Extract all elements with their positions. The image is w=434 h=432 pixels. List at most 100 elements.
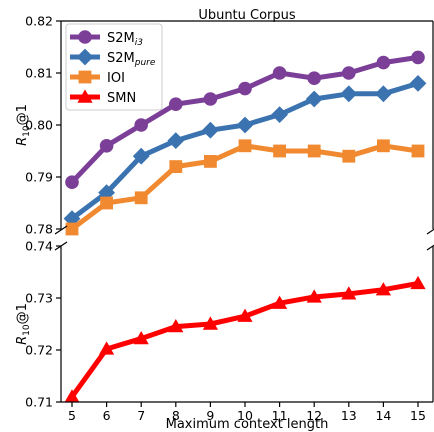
- x-tick-label: 6: [103, 408, 111, 423]
- data-point-smn: [202, 316, 218, 330]
- legend-box: [65, 23, 163, 111]
- data-point-s2m-i3: [65, 175, 79, 189]
- data-point-s2m-i3: [272, 66, 287, 80]
- top-panel-y-axis-title: R10@1: [15, 104, 32, 146]
- data-point-ioi: [342, 149, 356, 163]
- bottom-panel-y-ticks: 0.71 0.72 0.73 0.74: [25, 239, 61, 410]
- bottom-panel: 0.710.720.730.74 5 6 7 8 9 10 11 12 13 14 15 R10@1…: [15, 239, 434, 432]
- x-tick-label: 13: [341, 408, 357, 423]
- data-point-s2m-i3: [99, 139, 114, 153]
- data-point-s2m-pure: [236, 116, 254, 134]
- data-point-s2m-i3: [376, 55, 391, 70]
- data-point-smn: [99, 341, 115, 355]
- data-point-ioi: [100, 196, 113, 210]
- data-point-smn: [64, 389, 80, 403]
- top-y-tick-label: 0.80: [25, 118, 53, 133]
- data-point-ioi: [238, 139, 252, 153]
- x-tick-label: 7: [137, 408, 145, 423]
- data-point-s2m-pure: [98, 184, 115, 201]
- data-point-ioi: [169, 160, 183, 173]
- x-tick-label: 12: [306, 408, 322, 423]
- top-y-axis-title-main: R: [15, 137, 30, 146]
- legend-swatch-marker-s2m-i3: [78, 30, 92, 44]
- data-point-s2m-i3: [238, 81, 252, 96]
- data-point-smn: [341, 286, 357, 300]
- data-point-smn: [168, 319, 184, 333]
- data-point-s2m-pure: [409, 75, 427, 92]
- axis-break-mark: [54, 225, 68, 235]
- series-line-ioi: [70, 143, 419, 231]
- axis-break-mark: [426, 228, 434, 235]
- data-point-s2m-i3: [203, 92, 218, 106]
- x-tick-label: 8: [172, 408, 180, 423]
- data-point-s2m-pure: [271, 106, 288, 123]
- x-tick-label: 10: [237, 408, 253, 423]
- data-point-smn: [272, 295, 288, 309]
- data-point-s2m-i3: [134, 118, 148, 132]
- data-point-ioi: [377, 139, 390, 153]
- data-point-s2m-i3: [411, 50, 425, 65]
- x-axis-title: Maximum context length: [166, 417, 329, 432]
- x-tick-label: 15: [410, 408, 426, 423]
- bottom-panel-series: [64, 275, 426, 403]
- svg-text:R10@1: R10@1: [15, 303, 32, 345]
- data-point-ioi: [134, 191, 148, 205]
- data-point-smn: [237, 308, 253, 322]
- x-axis-ticks: 5 6 7 8 9 10 11 12 13 14 15: [68, 402, 426, 423]
- x-tick-label: 9: [206, 408, 214, 423]
- top-panel: 0.78 0.79 0.80 0.81 0.82 R10@1: [15, 14, 434, 237]
- data-point-smn: [133, 330, 149, 345]
- data-point-s2m-pure: [132, 147, 150, 165]
- data-point-s2m-pure: [305, 90, 323, 108]
- chart-title: Ubuntu Corpus: [198, 8, 296, 23]
- top-y-tick-label: 0.82: [25, 14, 53, 29]
- top-panel-series: [63, 50, 427, 236]
- axis-break-mark: [426, 244, 434, 251]
- data-point-s2m-i3: [169, 97, 183, 111]
- bottom-panel-y-axis-title: R10@1: [15, 303, 32, 345]
- bottom-y-axis-title-tail: @1: [15, 303, 30, 324]
- legend-label-s2m-pure: S2Mpure: [107, 51, 156, 68]
- svg-text:R10@1: R10@1: [15, 104, 32, 146]
- data-point-ioi: [65, 222, 79, 236]
- data-point-s2m-pure: [340, 85, 358, 103]
- bottom-y-axis-title-sub: 10: [22, 324, 32, 336]
- top-panel-y-ticks: 0.78 0.79 0.80 0.81 0.82: [25, 14, 61, 237]
- bottom-y-tick-label: 0.74: [25, 239, 53, 254]
- legend-label-ioi: IOI: [107, 71, 125, 86]
- bottom-y-tick-label: 0.73: [25, 291, 53, 306]
- top-y-axis-title-tail: @1: [15, 104, 30, 125]
- legend-label-smn: SMN: [107, 91, 136, 106]
- top-y-axis-title-sub: 10: [22, 125, 32, 137]
- data-point-smn: [375, 282, 391, 296]
- data-point-ioi: [273, 144, 286, 158]
- series-line-smn: [69, 280, 419, 399]
- x-tick-label: 5: [68, 408, 76, 423]
- legend-swatch-marker-smn: [77, 89, 93, 103]
- bottom-panel-spines: [60, 246, 434, 403]
- data-point-s2m-pure: [375, 85, 392, 103]
- data-point-ioi: [204, 155, 217, 168]
- legend-swatch-marker-s2m-pure: [76, 48, 94, 66]
- data-point-smn: [410, 275, 426, 290]
- data-point-s2m-i3: [307, 71, 322, 85]
- data-point-smn: [306, 289, 322, 303]
- bottom-y-tick-label: 0.72: [25, 343, 53, 358]
- axis-break-mark: [54, 241, 68, 251]
- x-tick-label: 11: [272, 408, 288, 423]
- legend-swatch-marker-ioi: [78, 70, 92, 84]
- top-panel-spines: [60, 20, 434, 229]
- top-y-tick-label: 0.78: [25, 222, 53, 237]
- legend: S2Mi3 S2Mpure IOI SMN: [65, 23, 163, 111]
- bottom-y-tick-label: 0.71: [25, 395, 53, 410]
- axis-break-marks: [54, 225, 434, 251]
- top-y-tick-label: 0.81: [25, 66, 53, 81]
- top-y-tick-label: 0.79: [25, 170, 53, 185]
- data-point-s2m-i3: [342, 66, 356, 80]
- data-point-ioi: [411, 144, 425, 158]
- x-tick-label: 14: [375, 408, 391, 423]
- data-point-s2m-pure: [202, 121, 219, 139]
- bottom-y-axis-title-main: R: [15, 336, 30, 345]
- data-point-s2m-pure: [167, 132, 185, 149]
